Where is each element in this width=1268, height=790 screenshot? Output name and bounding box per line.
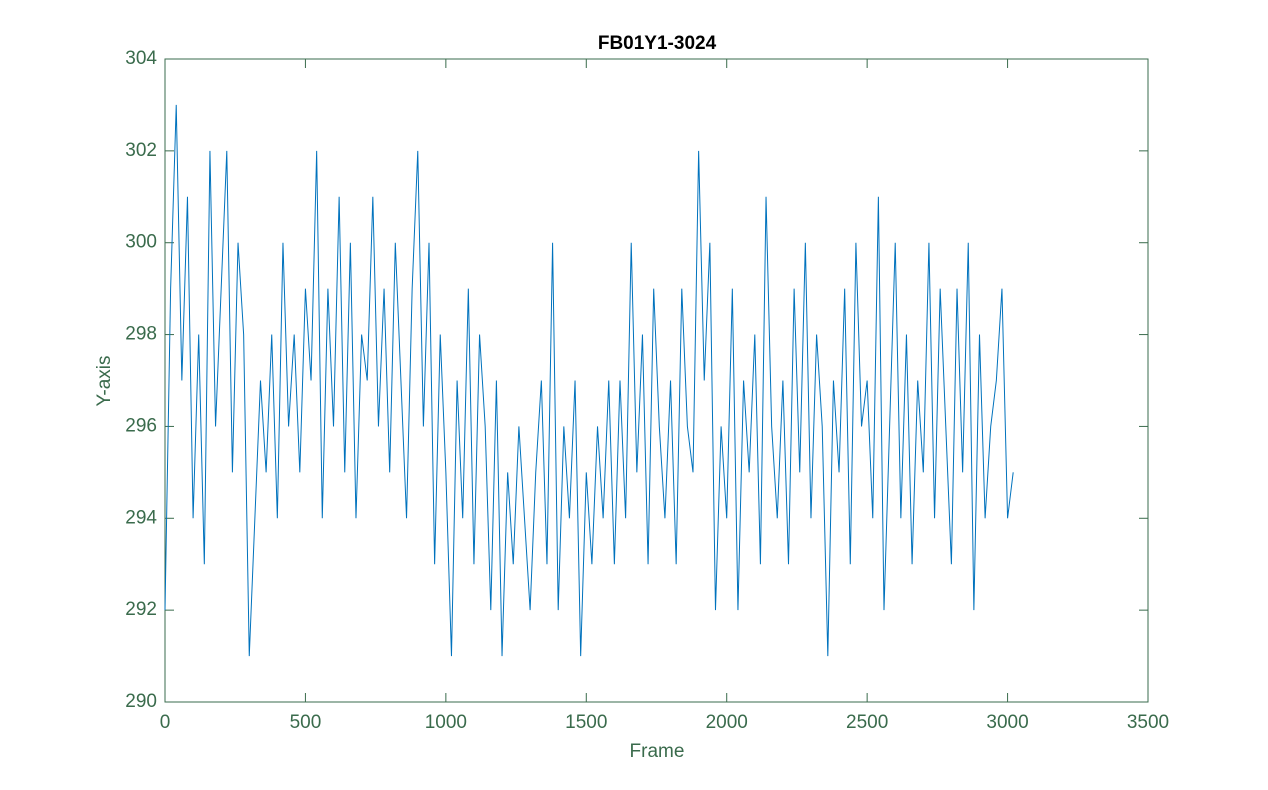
x-tick-label: 2000 [706,712,748,733]
y-tick-label: 302 [125,140,157,161]
x-axis-label: Frame [630,741,685,762]
x-tick-label: 1000 [425,712,467,733]
y-tick-label: 296 [125,415,157,436]
y-tick-label: 290 [125,691,157,712]
plot-frame [164,58,1149,703]
y-tick-label: 294 [125,507,157,528]
y-tick-label: 292 [125,599,157,620]
y-axis-label: Y-axis [94,355,115,406]
x-tick-label: 3000 [986,712,1028,733]
x-tick-label: 2500 [846,712,888,733]
y-tick-label: 300 [125,232,157,253]
x-tick-label: 3500 [1127,712,1169,733]
x-tick-label: 1500 [565,712,607,733]
x-tick-label: 0 [160,712,171,733]
chart-title: FB01Y1-3024 [598,33,717,54]
data-line [164,104,1014,657]
x-tick-label: 500 [290,712,322,733]
y-tick-label: 298 [125,324,157,345]
y-tick-label: 304 [125,48,157,69]
